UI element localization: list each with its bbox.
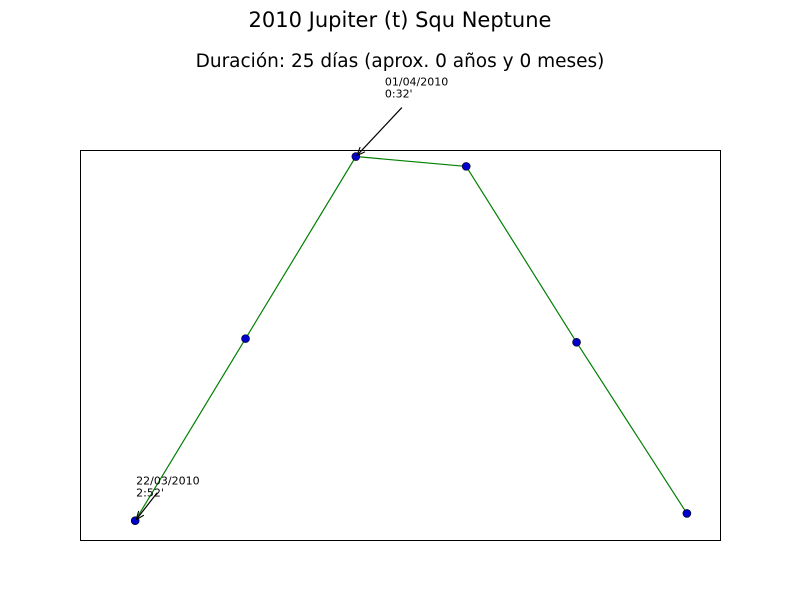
annotation-arrow-0 (136, 492, 158, 520)
plot-frame (80, 150, 721, 541)
data-point-1 (241, 334, 250, 343)
annotation-label-0-line-0: 22/03/2010 (136, 475, 199, 488)
annotation-arrow-1 (357, 107, 403, 156)
data-point-4 (572, 337, 581, 347)
series-layer (130, 152, 692, 526)
annotation-label-0-line-1: 2:52' (136, 487, 164, 500)
data-point-3 (461, 162, 471, 171)
annotation-label-1-line-0: 01/04/2010 (385, 76, 448, 89)
series-line (134, 155, 688, 522)
chart-title: 2010 Jupiter (t) Squ Neptune (248, 8, 552, 32)
data-point-5 (682, 509, 692, 518)
chart-subtitle: Duración: 25 días (aprox. 0 años y 0 mes… (195, 51, 605, 72)
annotation-label-1-line-1: 0:32' (385, 88, 413, 101)
